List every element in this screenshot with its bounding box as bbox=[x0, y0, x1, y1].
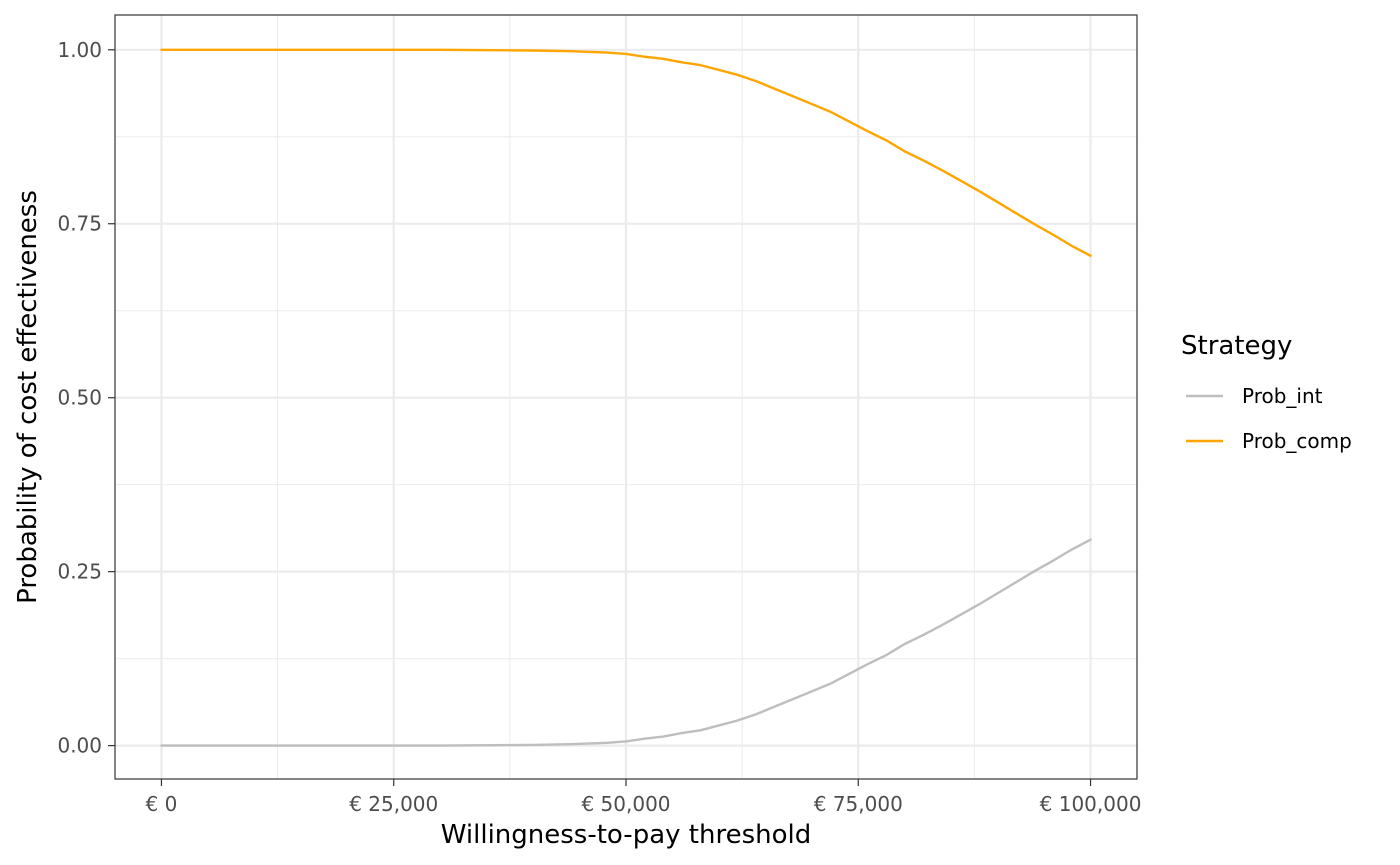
legend: Strategy Prob_int Prob_comp bbox=[1181, 331, 1352, 453]
legend-title: Strategy bbox=[1181, 331, 1292, 361]
y-tick-label: 0.75 bbox=[57, 212, 102, 236]
x-tick-label: € 0 bbox=[146, 792, 178, 816]
y-tick-label: 0.50 bbox=[57, 386, 102, 410]
x-tick-label: € 50,000 bbox=[581, 792, 670, 816]
legend-label-prob-int: Prob_int bbox=[1242, 384, 1323, 408]
y-axis-ticks: 0.00 0.25 0.50 0.75 1.00 bbox=[57, 38, 115, 758]
series-layer bbox=[160, 48, 1092, 747]
x-axis-ticks: € 0 € 25,000 € 50,000 € 75,000 € 100,000 bbox=[146, 779, 1142, 816]
series-line-prob-comp bbox=[160, 48, 1092, 257]
y-tick-label: 0.00 bbox=[57, 734, 102, 758]
legend-label-prob-comp: Prob_comp bbox=[1242, 429, 1352, 453]
x-tick-label: € 25,000 bbox=[349, 792, 438, 816]
y-tick-label: 0.25 bbox=[57, 560, 102, 584]
x-tick-label: € 100,000 bbox=[1040, 792, 1142, 816]
x-axis-title: Willingness-to-pay threshold bbox=[441, 820, 811, 850]
y-tick-label: 1.00 bbox=[57, 38, 102, 62]
y-axis-title: Probability of cost effectiveness bbox=[13, 190, 43, 604]
x-tick-label: € 75,000 bbox=[814, 792, 903, 816]
series-line-prob-int bbox=[160, 538, 1092, 747]
